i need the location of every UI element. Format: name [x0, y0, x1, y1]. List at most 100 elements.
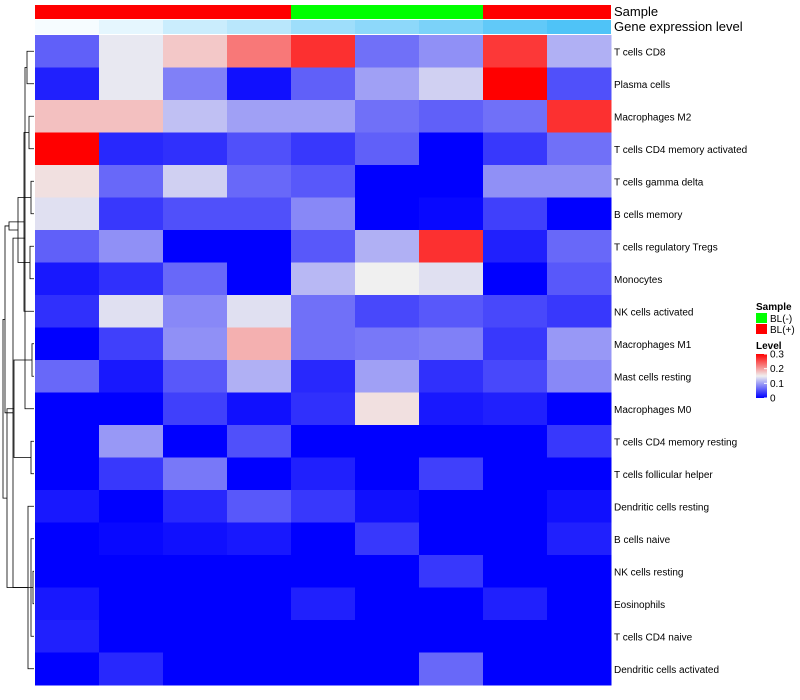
level-colorbar: [756, 354, 767, 398]
heatmap-cell: [483, 652, 548, 686]
heatmap-cell: [99, 522, 164, 556]
row-label: T cells CD4 naive: [614, 632, 693, 643]
heatmap-cell: [99, 425, 164, 458]
heatmap-cell: [419, 425, 484, 458]
heatmap-cell: [163, 197, 228, 231]
dendrogram-branch: [32, 570, 34, 605]
heatmap-cell: [547, 490, 612, 523]
expression-track-cell: [99, 20, 163, 34]
heatmap-cell: [291, 555, 356, 588]
sample-track-cell: [291, 5, 355, 19]
level-tick-label: 0: [770, 394, 776, 405]
heatmap-cell: [355, 165, 420, 198]
heatmap-cell: [547, 457, 612, 491]
heatmap-cell: [547, 67, 612, 101]
dendrogram-branch: [29, 245, 34, 280]
sample-track-cell: [99, 5, 163, 19]
heatmap-cell: [355, 295, 420, 328]
heatmap-cell: [35, 587, 100, 621]
heatmap-cell: [35, 100, 100, 133]
heatmap-cell: [35, 490, 100, 523]
heatmap-cell: [291, 327, 356, 361]
heatmap-cell: [227, 425, 292, 458]
heatmap-cell: [35, 67, 100, 101]
dendrogram-branch: [28, 115, 34, 150]
heatmap-cell: [99, 587, 164, 621]
heatmap-cell: [483, 67, 548, 101]
heatmap-cell: [227, 652, 292, 686]
dendrogram-branch: [4, 225, 13, 414]
heatmap-cell: [99, 457, 164, 491]
level-tick-label: 0.1: [770, 379, 784, 390]
row-label: NK cells activated: [614, 307, 693, 318]
heatmap-cell: [99, 327, 164, 361]
heatmap-cell: [163, 425, 228, 458]
heatmap-cell: [99, 197, 164, 231]
row-labels: T cells CD8 Plasma cells Macrophages M2 T c…: [614, 47, 747, 676]
row-label: Dendritic cells resting: [614, 502, 709, 513]
heatmap-cell: [291, 197, 356, 231]
heatmap-cell: [163, 392, 228, 426]
level-legend-title: Level: [756, 341, 782, 352]
heatmap-cell: [483, 360, 548, 393]
heatmap-cell: [163, 165, 228, 198]
sample-legend-label: BL(-): [770, 314, 792, 325]
heatmap-cell: [163, 132, 228, 166]
heatmap-cell: [483, 425, 548, 458]
row-label: B cells memory: [614, 210, 682, 221]
heatmap-cell: [419, 132, 484, 166]
sample-track-cell: [483, 5, 547, 19]
heatmap-cell: [35, 425, 100, 458]
heatmap-cell: [35, 197, 100, 231]
heatmap-cell: [163, 295, 228, 328]
heatmap-cell: [227, 360, 292, 393]
heatmap-cell: [99, 652, 164, 686]
heatmap-cell: [99, 67, 164, 101]
sample-legend-swatch: [756, 324, 767, 334]
dendrogram-branch: [12, 237, 28, 588]
row-label: T cells CD4 memory resting: [614, 437, 737, 448]
heatmap-cell: [483, 262, 548, 296]
heatmap-cell: [419, 587, 484, 621]
heatmap-cell: [227, 522, 292, 556]
dendrogram-branch: [26, 50, 34, 85]
dendrogram-branch: [30, 180, 34, 215]
row-dendrogram: [2, 50, 34, 670]
row-label: Mast cells resting: [614, 372, 691, 383]
heatmap-cell: [35, 620, 100, 653]
heatmap-cell: [227, 35, 292, 68]
heatmap-cell: [291, 165, 356, 198]
sample-track-cell: [419, 5, 483, 19]
heatmap-cell: [419, 522, 484, 556]
heatmap-cell: [99, 230, 164, 263]
heatmap-cell: [227, 100, 292, 133]
heatmap-cell: [483, 132, 548, 166]
heatmap-cell: [99, 490, 164, 523]
row-label: B cells naive: [614, 535, 671, 546]
heatmap-cell: [291, 132, 356, 166]
heatmap-cell: [355, 522, 420, 556]
heatmap-cell: [291, 392, 356, 426]
legend: Sample BL(-)BL(+) Level 0.3 0.2 0.1 0: [756, 302, 795, 405]
heatmap-cell: [355, 555, 420, 588]
dendrogram-branch: [17, 197, 31, 263]
dendrogram-branch: [31, 343, 34, 377]
heatmap-cell: [547, 555, 612, 588]
heatmap-cell: [35, 327, 100, 361]
heatmap-cell: [483, 587, 548, 621]
heatmap-cell: [483, 555, 548, 588]
row-label: T cells follicular helper: [614, 470, 713, 481]
heatmap-cell: [419, 165, 484, 198]
heatmap-cell: [483, 457, 548, 491]
heatmap-cell: [291, 360, 356, 393]
heatmap-cell: [355, 457, 420, 491]
heatmap-cell: [547, 165, 612, 198]
heatmap-cell: [419, 262, 484, 296]
heatmap-cell: [291, 230, 356, 263]
heatmap-cell: [355, 197, 420, 231]
sample-track-cell: [35, 5, 99, 19]
heatmap-cell: [419, 197, 484, 231]
heatmap-cell: [483, 295, 548, 328]
row-label: T cells gamma delta: [614, 177, 704, 188]
heatmap-cell: [291, 262, 356, 296]
